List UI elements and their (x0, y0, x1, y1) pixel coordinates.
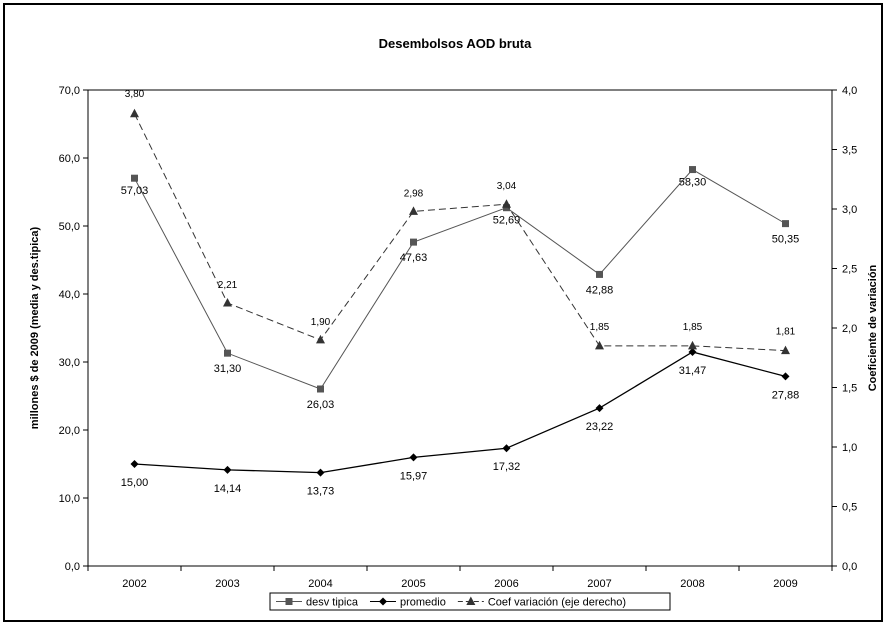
legend-item: Coef variación (eje derecho) (457, 596, 626, 609)
y2-tick-label: 3,0 (842, 204, 857, 216)
y2-tick-label: 3,5 (842, 145, 857, 157)
y-tick-label: 60,0 (59, 153, 80, 165)
point-marker-diamond (502, 444, 511, 453)
data-label: 47,63 (400, 252, 428, 264)
y-axis-title: millones $ de 2009 (media y des.tipica) (29, 226, 41, 429)
point-marker-diamond (688, 348, 697, 357)
series-layer (130, 108, 790, 477)
point-marker-square (689, 166, 696, 174)
point-marker-triangle (781, 345, 790, 355)
y2-tick-label: 2,0 (842, 323, 857, 335)
point-marker-triangle (316, 334, 325, 344)
data-label: 52,69 (493, 215, 521, 227)
y2-axis-title: Coeficiente de variación (867, 264, 879, 391)
data-label: 57,03 (121, 185, 149, 197)
y-tick-label: 0,0 (65, 561, 80, 573)
data-label: 27,88 (772, 389, 800, 401)
y-tick-label: 50,0 (59, 221, 80, 233)
point-marker-diamond (409, 453, 418, 462)
x-tick-label: 2006 (494, 578, 518, 590)
data-label: 50,35 (772, 234, 800, 246)
y2-tick-label: 1,5 (842, 383, 857, 395)
y2-tick-label: 4,0 (842, 85, 857, 97)
point-marker-diamond (223, 465, 232, 474)
data-label: 1,85 (683, 322, 703, 333)
x-tick-label: 2007 (587, 578, 611, 590)
point-marker-square (224, 349, 231, 357)
legend-item: promedio (369, 597, 446, 609)
data-label: 31,47 (679, 365, 707, 377)
point-marker-triangle (595, 340, 604, 350)
data-label: 1,81 (776, 327, 796, 338)
y-tick-label: 20,0 (59, 425, 80, 437)
point-marker-diamond (595, 404, 604, 413)
point-marker-square (596, 270, 603, 278)
point-marker-triangle (688, 340, 697, 350)
legend-label: Coef variación (eje derecho) (488, 597, 626, 609)
point-marker-square (285, 598, 293, 605)
y-tick-label: 10,0 (59, 493, 80, 505)
legend-item: desv tipica (276, 597, 359, 609)
y2-tick-label: 1,0 (842, 442, 857, 454)
axes-layer: 0,0 10,0 20,0 30,0 40,0 50,0 60,0 70,0 0,0 0,5 1,0… (59, 85, 858, 590)
data-labels-layer: 57,03 31,30 26,03 47,63 52,69 42,88 58,30 50,35… (121, 89, 800, 498)
point-marker-square (131, 174, 138, 182)
x-tick-label: 2004 (308, 578, 332, 590)
data-label: 26,03 (307, 399, 335, 411)
x-tick-label: 2002 (122, 578, 146, 590)
y-tick-label: 30,0 (59, 357, 80, 369)
data-label: 14,14 (214, 483, 242, 495)
point-marker-diamond (130, 460, 139, 468)
data-label: 42,88 (586, 284, 614, 296)
data-label: 13,73 (307, 486, 335, 498)
y-tick-label: 40,0 (59, 289, 80, 301)
series-triangle (130, 108, 790, 355)
point-marker-square (410, 238, 417, 246)
point-marker-triangle (409, 206, 418, 215)
chart-frame (3, 3, 883, 622)
y-tick-label: 70,0 (59, 85, 80, 97)
data-label: 2,21 (218, 280, 238, 291)
data-label: 15,00 (121, 477, 149, 489)
data-label: 1,85 (590, 322, 610, 333)
chart-title: Desembolsos AOD bruta (379, 36, 532, 51)
data-label: 2,98 (404, 188, 424, 199)
data-label: 17,32 (493, 461, 521, 473)
x-tick-label: 2005 (401, 578, 425, 590)
plot-area (87, 89, 833, 567)
point-marker-triangle (130, 108, 139, 118)
data-label: 3,04 (497, 181, 517, 192)
point-marker-diamond (378, 597, 387, 606)
x-tick-label: 2008 (680, 578, 704, 590)
y2-tick-label: 0,5 (842, 502, 857, 514)
point-marker-triangle (502, 199, 511, 208)
series-line (134, 351, 786, 474)
legend-label: desv tipica (306, 597, 359, 609)
point-marker-triangle (223, 298, 232, 307)
point-marker-square (782, 220, 789, 228)
point-marker-triangle (466, 596, 476, 605)
data-label: 31,30 (214, 363, 242, 375)
data-label: 1,90 (311, 317, 331, 328)
data-label: 3,80 (125, 89, 145, 100)
series-line (134, 168, 786, 390)
data-label: 58,30 (679, 177, 707, 189)
series-line (134, 113, 786, 352)
point-marker-square (317, 385, 324, 393)
data-label: 23,22 (586, 421, 614, 433)
data-label: 15,97 (400, 470, 428, 482)
y2-tick-label: 2,5 (842, 264, 857, 276)
y2-tick-label: 0,0 (842, 561, 857, 573)
series-diamond (130, 348, 790, 477)
x-tick-label: 2009 (773, 578, 797, 590)
legend: desv tipica promedio Coef variación (eje d… (269, 592, 671, 611)
x-tick-label: 2003 (215, 578, 239, 590)
point-marker-diamond (316, 468, 325, 477)
point-marker-diamond (781, 372, 790, 381)
legend-label: promedio (400, 597, 446, 609)
